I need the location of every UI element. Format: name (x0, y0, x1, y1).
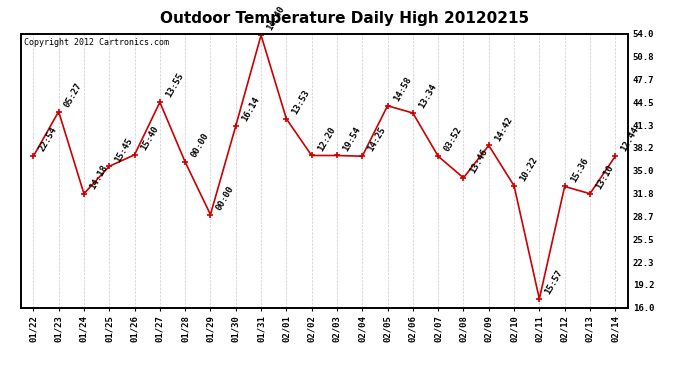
Text: 16:14: 16:14 (240, 95, 261, 123)
Text: 13:10: 13:10 (594, 163, 615, 191)
Text: 03:52: 03:52 (442, 126, 464, 153)
Text: 14:25: 14:25 (366, 126, 388, 153)
Text: Outdoor Temperature Daily High 20120215: Outdoor Temperature Daily High 20120215 (161, 11, 529, 26)
Text: Copyright 2012 Cartronics.com: Copyright 2012 Cartronics.com (23, 38, 169, 47)
Text: 15:36: 15:36 (569, 156, 590, 184)
Text: 13:55: 13:55 (164, 72, 185, 99)
Text: 14:58: 14:58 (392, 75, 413, 103)
Text: 15:40: 15:40 (139, 124, 160, 152)
Text: 14:18: 14:18 (88, 163, 109, 191)
Text: 13:34: 13:34 (417, 82, 438, 110)
Text: 12:44: 12:44 (620, 126, 640, 153)
Text: 00:00: 00:00 (189, 131, 210, 159)
Text: 05:27: 05:27 (63, 81, 84, 109)
Text: 19:54: 19:54 (341, 125, 362, 153)
Text: 14:40: 14:40 (265, 4, 286, 32)
Text: 14:42: 14:42 (493, 115, 514, 142)
Text: 15:45: 15:45 (113, 136, 135, 164)
Text: 13:53: 13:53 (290, 88, 312, 116)
Text: 00:00: 00:00 (215, 184, 236, 212)
Text: 12:20: 12:20 (316, 125, 337, 153)
Text: 22:54: 22:54 (37, 126, 59, 153)
Text: 13:46: 13:46 (468, 147, 489, 175)
Text: 15:57: 15:57 (544, 268, 564, 296)
Text: 10:22: 10:22 (518, 155, 540, 183)
